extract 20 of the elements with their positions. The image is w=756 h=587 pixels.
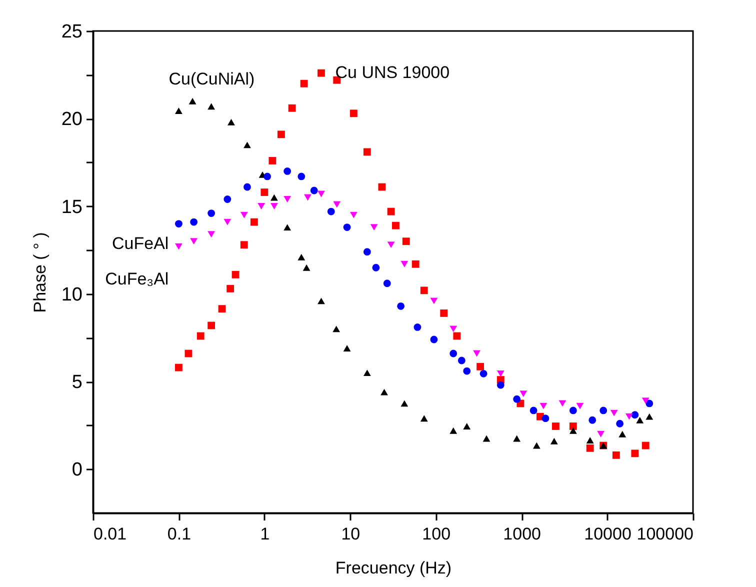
x-axis-title: Frecuency (Hz) [335,558,452,578]
y-tick-label: 15 [61,196,82,218]
x-tick-label: 1 [260,524,270,544]
y-tick-label: 0 [72,460,82,481]
series-label: CuFeAl [112,234,169,253]
x-tick-label: 10 [341,524,360,544]
x-tick-label: 100 [422,524,451,544]
y-axis-title: Phase ( ° ) [30,232,50,313]
y-tick-label: 20 [61,109,82,130]
x-tick-label: 10000 [584,524,632,544]
x-tick-label: 1000 [503,524,541,544]
series-label: Cu UNS 19000 [335,63,450,82]
y-tick-label: 5 [72,372,82,394]
series-label: CuFe₃Al [105,270,169,289]
y-tick-label: 25 [61,22,82,42]
x-tick-label: 100000 [636,524,694,544]
y-tick-label: 10 [61,284,82,306]
x-tick-label: 0.1 [167,524,192,544]
series-label: Cu(CuNiAl) [168,70,255,89]
x-tick-label: 0.01 [94,524,127,544]
